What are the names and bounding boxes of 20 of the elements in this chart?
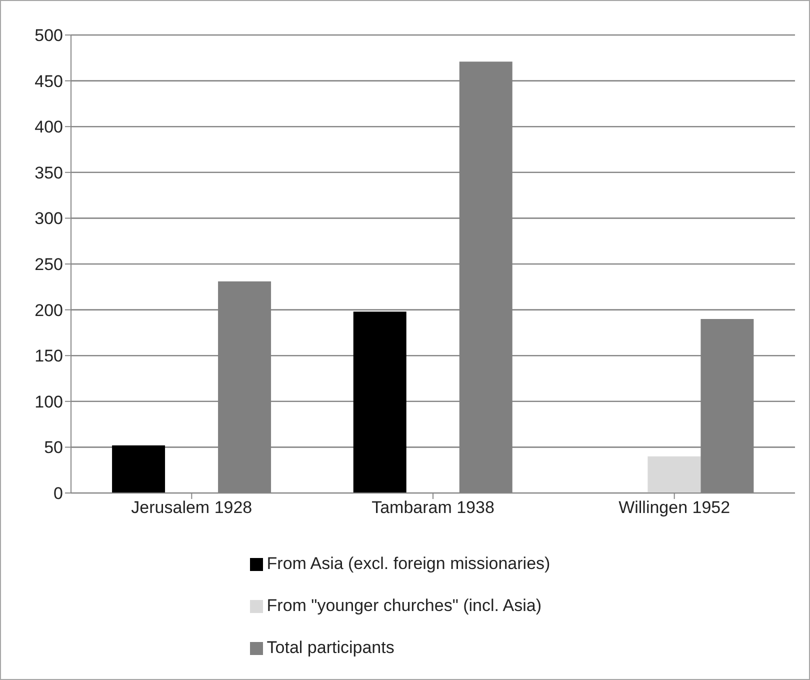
bar — [112, 445, 166, 493]
y-tick-label: 250 — [34, 255, 63, 274]
y-tick-label: 50 — [44, 438, 63, 458]
x-tick-label: Tambaram 1938 — [372, 498, 494, 518]
bar — [353, 312, 406, 493]
y-tick-label: 350 — [34, 163, 63, 182]
legend-label: From Asia (excl. foreign missionaries) — [266, 554, 550, 573]
legend-label: Total participants — [266, 638, 394, 657]
y-tick-label: 300 — [34, 209, 63, 228]
bar — [648, 456, 701, 493]
y-tick-label: 150 — [34, 346, 63, 366]
x-tick-label: Jerusalem 1928 — [131, 498, 252, 518]
y-tick-label: 200 — [34, 300, 63, 320]
y-tick-label: 400 — [34, 118, 63, 137]
x-tick-label: Willingen 1952 — [618, 498, 730, 518]
y-tick-label: 0 — [54, 484, 63, 504]
y-tick-label: 100 — [34, 392, 63, 412]
y-tick-label: 450 — [34, 72, 63, 91]
legend-label: From "younger churches" (incl. Asia) — [266, 596, 542, 615]
y-tick-label: 500 — [34, 26, 63, 46]
